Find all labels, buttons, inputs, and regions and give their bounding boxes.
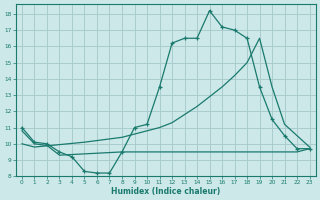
X-axis label: Humidex (Indice chaleur): Humidex (Indice chaleur) [111, 187, 220, 196]
